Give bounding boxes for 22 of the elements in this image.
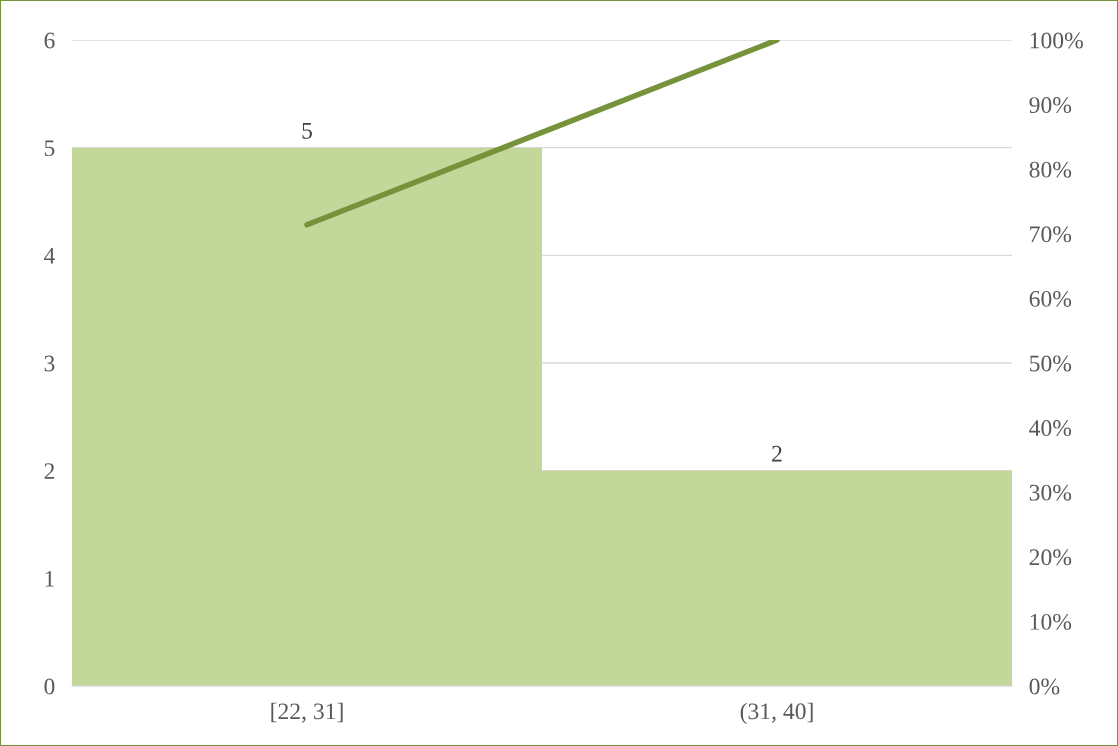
y2-tick-label: 30% bbox=[1029, 484, 1072, 501]
y2-tick-label: 100% bbox=[1030, 32, 1083, 49]
data-label: 2 bbox=[772, 445, 782, 462]
y-tick-label: 6 bbox=[44, 32, 55, 49]
y-tick-label: 4 bbox=[43, 247, 55, 264]
y2-tick-label: 80% bbox=[1029, 161, 1072, 178]
y-tick-label: 3 bbox=[44, 355, 55, 372]
y2-tick-label: 20% bbox=[1029, 549, 1072, 566]
y2-tick-label: 90% bbox=[1029, 97, 1072, 114]
data-label: 5 bbox=[302, 123, 312, 139]
y2-tick-label: 0% bbox=[1029, 678, 1060, 695]
x-tick-label: (31, 40] bbox=[740, 702, 813, 725]
y2-tick-label: 60% bbox=[1029, 290, 1072, 307]
y2-tick-label: 40% bbox=[1029, 420, 1072, 437]
x-tick-label: [22, 31] bbox=[271, 702, 343, 723]
y-tick-label: 1 bbox=[45, 570, 54, 587]
y2-tick-label: 50% bbox=[1030, 355, 1072, 372]
y-tick-label: 0 bbox=[44, 678, 55, 695]
y2-tick-label: 70% bbox=[1030, 226, 1072, 243]
y2-tick-label: 10% bbox=[1030, 613, 1072, 630]
y-tick-label: 2 bbox=[44, 463, 55, 479]
y-tick-label: 5 bbox=[44, 140, 55, 157]
